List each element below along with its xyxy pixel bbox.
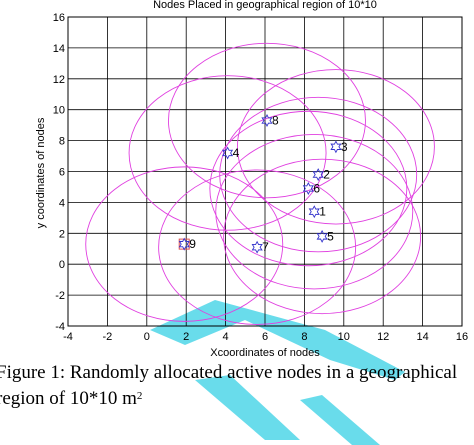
y-tick-label: 2 [59,228,65,240]
caption-superscript: 2 [136,390,143,402]
range-circle-4 [128,75,327,231]
y-tick-label: 12 [53,74,65,86]
node-label-5: 5 [327,229,334,243]
y-tick-label: -4 [55,321,65,333]
node-marker-3 [330,140,342,154]
range-circle-2 [219,96,418,253]
node-label-8: 8 [272,114,279,128]
y-tick-label: 10 [53,105,65,117]
node-marker-4 [221,146,234,160]
node-label-9: 9 [189,237,196,251]
x-axis-label: Xcoordinates of nodes [210,347,320,359]
watermark-shape-2 [195,375,300,440]
x-tick-label: 12 [377,331,389,343]
node-marker-1 [308,205,320,219]
x-tick-label: 8 [301,331,307,343]
x-tick-label: 0 [144,331,150,343]
node-marker-8 [261,114,273,127]
y-tick-label: 16 [53,12,65,24]
node-label-2: 2 [323,168,330,182]
x-tick-label: 16 [456,331,468,343]
y-tick-label: 6 [59,167,65,179]
range-circle-3 [236,69,435,225]
x-tick-label: -2 [103,331,113,343]
x-tick-label: 10 [338,331,350,343]
node-label-4: 4 [233,146,240,160]
figure-caption: Figure 1: Randomly allocated active node… [0,360,474,412]
range-circle-6 [209,110,408,267]
x-tick-label: -4 [63,331,73,343]
watermark-shape [150,300,405,380]
x-tick-label: 2 [183,331,189,343]
caption-line-2: region of 10*10 m2 [0,386,470,412]
node-marker-5 [316,229,328,243]
x-tick-label: 4 [223,331,229,343]
node-marker-9 [178,237,190,251]
y-axis-label: y coordinates of nodes [35,117,47,228]
y-tick-label: 4 [59,197,65,209]
range-circle-1 [215,133,414,290]
y-tick-label: 8 [59,136,65,148]
range-circle-7 [158,169,357,325]
range-circles [85,42,435,325]
range-circle-9 [85,166,284,322]
node-label-3: 3 [341,140,348,154]
x-tick-label: 6 [262,331,268,343]
node-label-1: 1 [319,205,326,219]
range-circle-5 [223,158,422,315]
y-tick-label: 14 [53,43,65,55]
x-tick-label: 14 [416,331,428,343]
node-marker-6 [302,182,314,195]
watermark-shape-3 [300,395,380,445]
node-label-6: 6 [313,181,320,195]
y-tick-label: 0 [59,259,65,271]
node-marker-7 [251,240,263,254]
caption-line-1: Figure 1: Randomly allocated active node… [0,362,458,383]
chart-title: Nodes Placed in geographical region of 1… [153,0,377,11]
grid-lines [67,16,463,327]
node-marker-2 [312,168,324,182]
node-label-7: 7 [262,240,269,254]
plot-frame [67,16,463,327]
y-tick-label: -2 [55,290,65,302]
range-circle-8 [168,42,366,199]
caption-line-2-text: region of 10*10 m [0,388,137,409]
